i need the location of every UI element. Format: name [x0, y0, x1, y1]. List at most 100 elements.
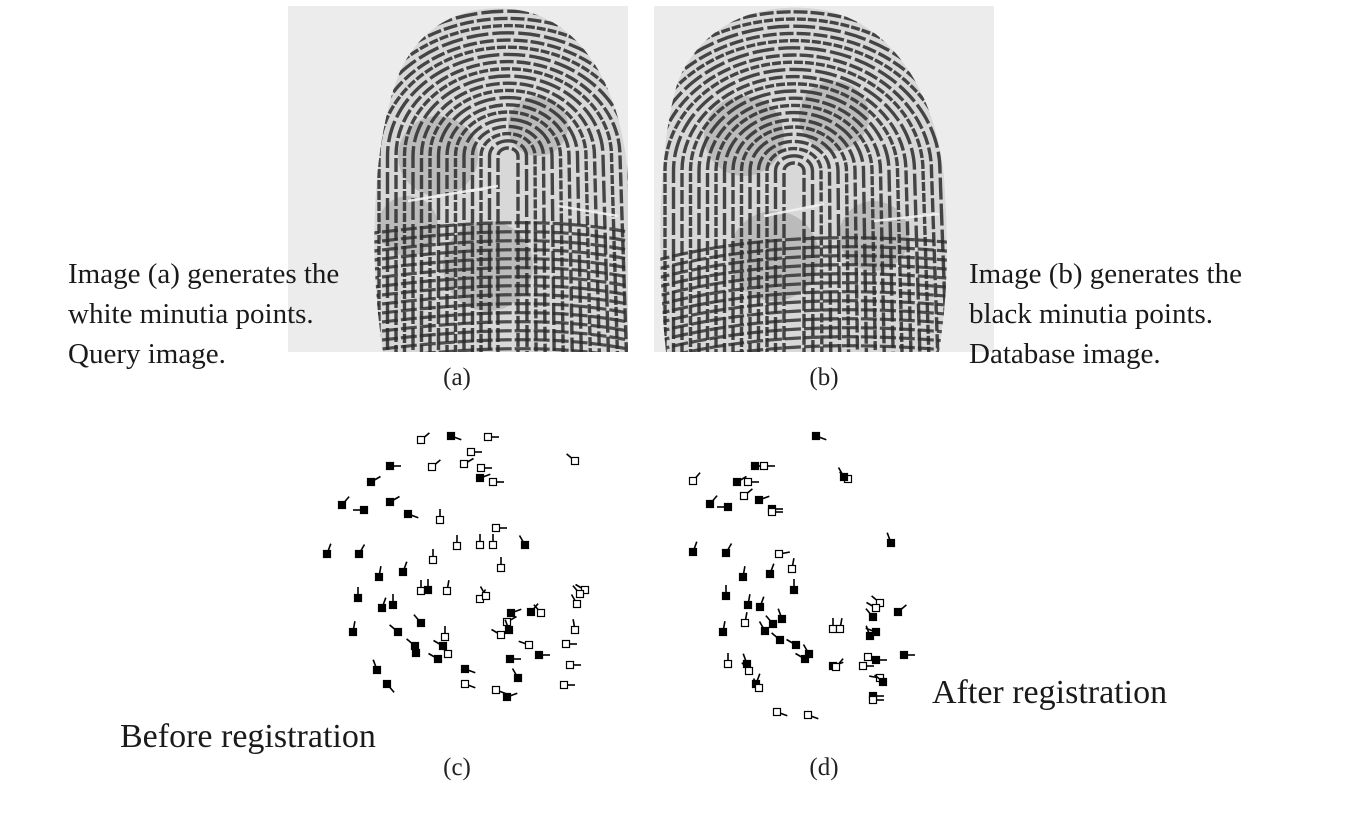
minutia-white [774, 709, 788, 716]
minutia-black [720, 621, 727, 635]
minutia-black [507, 656, 522, 663]
fingerprint-image-b [654, 6, 994, 352]
minutia-black [353, 507, 368, 514]
minutia-white [454, 535, 461, 550]
minutia-white [567, 662, 582, 669]
minutia-black [723, 585, 730, 600]
minutia-black [508, 609, 522, 616]
database-note-line1: Image (b) generates the [969, 254, 1242, 294]
minutia-white [437, 509, 444, 524]
minutia-black [462, 666, 476, 673]
minutia-black [520, 536, 529, 549]
minutia-white [870, 697, 885, 704]
minutia-white [690, 473, 701, 485]
minutia-white [498, 557, 505, 572]
minutia-black [745, 594, 752, 608]
minutia-black [434, 641, 447, 650]
minutia-white [477, 534, 484, 549]
minutia-white [725, 653, 732, 668]
caption-a: (a) [427, 364, 487, 392]
minutia-black [379, 598, 386, 612]
after-registration-label: After registration [932, 674, 1167, 712]
minutia-black [368, 477, 381, 486]
minutia-white [830, 618, 837, 633]
minutia-white [418, 580, 425, 595]
query-note-line3: Query image. [68, 334, 339, 374]
minutia-black [373, 660, 380, 674]
caption-c: (c) [427, 754, 487, 782]
minutia-white [490, 479, 505, 486]
query-note-line1: Image (a) generates the [68, 254, 339, 294]
minutia-black [839, 468, 848, 481]
minutia-black [772, 633, 784, 644]
database-note-line3: Database image. [969, 334, 1242, 374]
minutia-white [837, 618, 844, 632]
minutia-black [813, 433, 827, 440]
minutia-black [429, 654, 442, 663]
minutia-white [429, 460, 441, 471]
minutia-black [414, 615, 425, 627]
minutia-black [390, 625, 402, 636]
query-note-line2: white minutia points. [68, 294, 339, 334]
minutia-white [430, 549, 437, 564]
minutia-black [766, 616, 777, 628]
minutia-black [757, 597, 764, 611]
minutia-white [418, 433, 430, 444]
minutia-black [767, 564, 774, 578]
minutia-white [461, 459, 474, 468]
minutia-white [805, 712, 819, 719]
minutia-white [860, 663, 875, 670]
minutia-black [339, 497, 350, 509]
minutia-white [742, 612, 749, 626]
minutia-black [723, 544, 732, 557]
minutia-black [350, 621, 357, 635]
minutia-black [356, 545, 365, 558]
minutia-white [563, 641, 578, 648]
minutia-white [468, 449, 483, 456]
minutia-black [387, 463, 402, 470]
minutia-black [504, 693, 518, 700]
minutia-white [493, 687, 507, 694]
minutia-black [513, 669, 522, 682]
query-image-note: Image (a) generates the white minutia po… [68, 254, 339, 374]
minutia-black [707, 496, 718, 508]
database-image-note: Image (b) generates the black minutia po… [969, 254, 1242, 374]
minutia-white [490, 534, 497, 549]
minutia-black [760, 622, 769, 635]
minutia-black [390, 594, 397, 609]
caption-b: (b) [794, 364, 854, 392]
minutia-white [519, 641, 533, 648]
minutia-black [690, 542, 697, 556]
minutia-black [901, 652, 916, 659]
minutia-white [789, 558, 796, 572]
minutia-black [740, 566, 747, 580]
fingerprint-b-ridges [654, 6, 994, 352]
minutia-black [866, 626, 873, 640]
minutia-black [787, 640, 800, 649]
minutia-black [425, 579, 432, 594]
minutia-black [384, 681, 395, 693]
minutia-white [572, 619, 579, 633]
minutia-black [791, 579, 798, 594]
minutia-white [776, 551, 790, 558]
minutia-black [477, 474, 491, 481]
minutia-black [405, 511, 419, 518]
minutia-white [833, 659, 844, 671]
minutia-white [492, 630, 505, 639]
minutia-black [873, 657, 888, 664]
minutia-white [561, 682, 576, 689]
minutia-black [387, 497, 400, 506]
minutia-white [567, 454, 579, 465]
minutia-black [536, 652, 551, 659]
minutia-black [717, 504, 732, 511]
minutia-black [756, 496, 770, 503]
minutia-white [462, 681, 476, 688]
minutia-white [741, 489, 753, 500]
before-registration-label: Before registration [120, 718, 376, 756]
minutiae-plot-before [300, 410, 620, 720]
minutia-black [400, 562, 407, 576]
minutia-black [528, 604, 539, 616]
minutia-black [376, 566, 383, 580]
minutia-white [493, 525, 508, 532]
minutia-white [485, 434, 500, 441]
